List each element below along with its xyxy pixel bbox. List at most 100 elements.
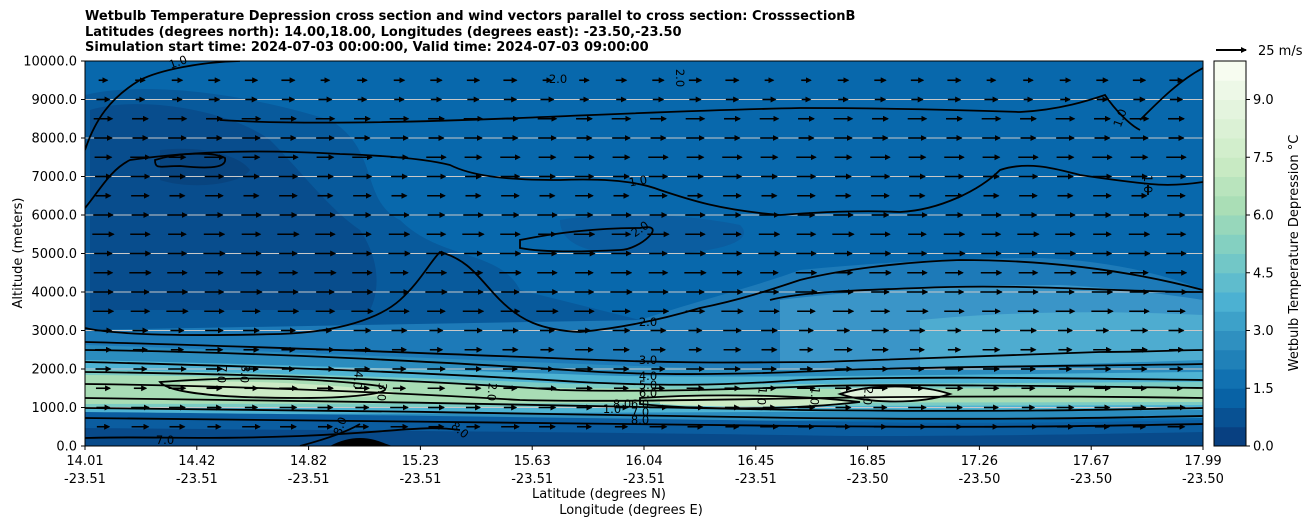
contour-line-1-surface xyxy=(85,427,461,439)
contour-line-low-b xyxy=(85,407,1203,420)
wind-vectors xyxy=(92,77,1188,430)
colorbar-segment xyxy=(1214,292,1246,312)
x-tick-label-lon: -23.50 xyxy=(1182,472,1224,487)
y-axis-label: Altitude (meters) xyxy=(11,198,26,309)
contour-line-2-surface xyxy=(299,423,361,446)
contour-label: 2.0 xyxy=(549,72,567,86)
x-tick-label-lon: -23.51 xyxy=(623,472,665,487)
x-tick-label-lon: -23.50 xyxy=(958,472,1000,487)
contour-label: 2.0 xyxy=(860,386,876,405)
contour-label: 7.0 xyxy=(214,364,230,383)
x-tick-label-lon: -23.51 xyxy=(735,472,777,487)
contour-line-1-mid xyxy=(85,150,1203,216)
contour-line-7a xyxy=(85,383,1203,402)
x-axis: 14.01 -23.51 14.42 -23.51 14.82 -23.51 15.23 -2… xyxy=(64,446,1224,487)
colorbar-tick-label: 6.0 xyxy=(1253,209,1274,224)
colorbar-tick-label: 3.0 xyxy=(1253,324,1274,339)
contour-label: 2.0 xyxy=(673,69,687,87)
colorbar-segment xyxy=(1214,157,1246,177)
x-tick-label-lat: 14.82 xyxy=(290,454,327,469)
quiver-key: 25 m/s xyxy=(1216,44,1303,59)
contour-label: 2.0 xyxy=(484,382,500,401)
x-tick-label-lat: 17.99 xyxy=(1184,454,1221,469)
contour-label: 8.0 xyxy=(237,364,253,383)
y-tick-label: 7000.0 xyxy=(32,170,78,185)
colorbar-segment xyxy=(1214,195,1246,216)
colorbar-segment xyxy=(1214,407,1246,428)
y-tick-label: 5000.0 xyxy=(32,247,78,262)
colorbar-segment xyxy=(1214,369,1246,389)
contour-line-3 xyxy=(85,341,1203,364)
x-tick-label-lon: -23.51 xyxy=(288,472,330,487)
gridlines xyxy=(85,99,1203,408)
x-tick-label-lat: 14.42 xyxy=(178,454,215,469)
contour-label: 1.0 xyxy=(754,386,770,405)
colorbar-segment xyxy=(1214,176,1246,197)
chart-title-line-1: Wetbulb Temperature Depression cross sec… xyxy=(85,9,856,24)
contour-label: 6.0 xyxy=(639,386,657,400)
colorbar-segment xyxy=(1214,138,1246,158)
x-axis-label-latitude: Latitude (degrees N) xyxy=(532,487,666,502)
colorbar-segment xyxy=(1214,215,1246,235)
contour-label: 1.0 xyxy=(603,402,621,416)
contour-label: 1.0 xyxy=(807,386,823,405)
y-tick-label: 1000.0 xyxy=(32,401,78,416)
chart-title-line-2: Latitudes (degrees north): 14.00,18.00, … xyxy=(85,24,682,40)
contour-fill-mid-right-c xyxy=(920,312,1203,372)
y-axis: 0.0 1000.0 2000.0 3000.0 4000.0 5000.0 6000.0 7… xyxy=(23,55,85,455)
colorbar-segment xyxy=(1214,272,1246,293)
colorbar-tick-label: 9.0 xyxy=(1253,93,1274,108)
colorbar-segment xyxy=(1214,253,1246,274)
x-tick-label-lon: -23.51 xyxy=(511,472,553,487)
colorbar-tick-label: 0.0 xyxy=(1253,440,1274,455)
y-tick-label: 4000.0 xyxy=(32,286,78,301)
contour-label: 4.0 xyxy=(639,369,657,383)
contour-fill-low-7 xyxy=(180,381,396,398)
contour-label: 2.0 xyxy=(639,315,657,329)
contour-label: 1.0 xyxy=(1141,175,1155,193)
colorbar-label: Wetbulb Temperature Depression °C xyxy=(1287,135,1302,372)
colorbar-segment xyxy=(1214,80,1246,100)
terrain xyxy=(330,438,395,446)
colorbar-segment xyxy=(1214,118,1246,139)
contour-line-1-low xyxy=(85,417,1203,428)
y-tick-label: 9000.0 xyxy=(32,93,78,108)
colorbar-segment xyxy=(1214,61,1246,81)
quiver-key-label: 25 m/s xyxy=(1258,44,1303,59)
contour-line-2-top xyxy=(219,93,1141,131)
contour-label: 7.0 xyxy=(156,433,174,447)
x-tick-label-lat: 16.85 xyxy=(849,454,886,469)
colorbar-segment xyxy=(1214,349,1246,370)
x-tick-label-lat: 16.45 xyxy=(737,454,774,469)
y-tick-label: 3000.0 xyxy=(32,324,78,339)
contour-label: 1.0 xyxy=(628,173,648,190)
contour-line-closed-a xyxy=(154,152,226,169)
contour-line-6 xyxy=(85,371,1203,392)
chart-title: Wetbulb Temperature Depression cross sec… xyxy=(85,9,855,56)
colorbar-tick-label: 7.5 xyxy=(1253,151,1274,166)
y-tick-label: 6000.0 xyxy=(32,209,78,224)
x-tick-label-lat: 15.23 xyxy=(402,454,439,469)
contour-line-low-a xyxy=(85,397,1203,412)
colorbar-segment xyxy=(1214,388,1246,408)
x-tick-label-lon: -23.51 xyxy=(399,472,441,487)
colorbar-tick-label: 1.5 xyxy=(1253,382,1274,397)
contour-line-8-closed xyxy=(837,385,953,403)
contour-line-2-right xyxy=(769,285,1203,301)
contour-label: 6.0 xyxy=(631,397,649,411)
y-tick-label: 2000.0 xyxy=(32,363,78,378)
x-tick-label-lon: -23.50 xyxy=(1070,472,1112,487)
x-tick-label-lon: -23.51 xyxy=(64,472,106,487)
colorbar-segment xyxy=(1214,99,1246,120)
x-tick-label-lat: 16.04 xyxy=(625,454,662,469)
contour-label: 4.0 xyxy=(350,370,366,389)
contour-line-7-closed xyxy=(158,377,387,399)
x-tick-label-lat: 17.67 xyxy=(1073,454,1110,469)
colorbar-segment xyxy=(1214,330,1246,351)
y-tick-label: 8000.0 xyxy=(32,132,78,147)
y-tick-label: 0.0 xyxy=(56,440,77,455)
x-tick-label-lat: 17.26 xyxy=(961,454,998,469)
colorbar: 0.0 1.5 3.0 4.5 6.0 7.5 9.0 xyxy=(1213,60,1274,455)
contour-label: 3.0 xyxy=(639,353,657,367)
